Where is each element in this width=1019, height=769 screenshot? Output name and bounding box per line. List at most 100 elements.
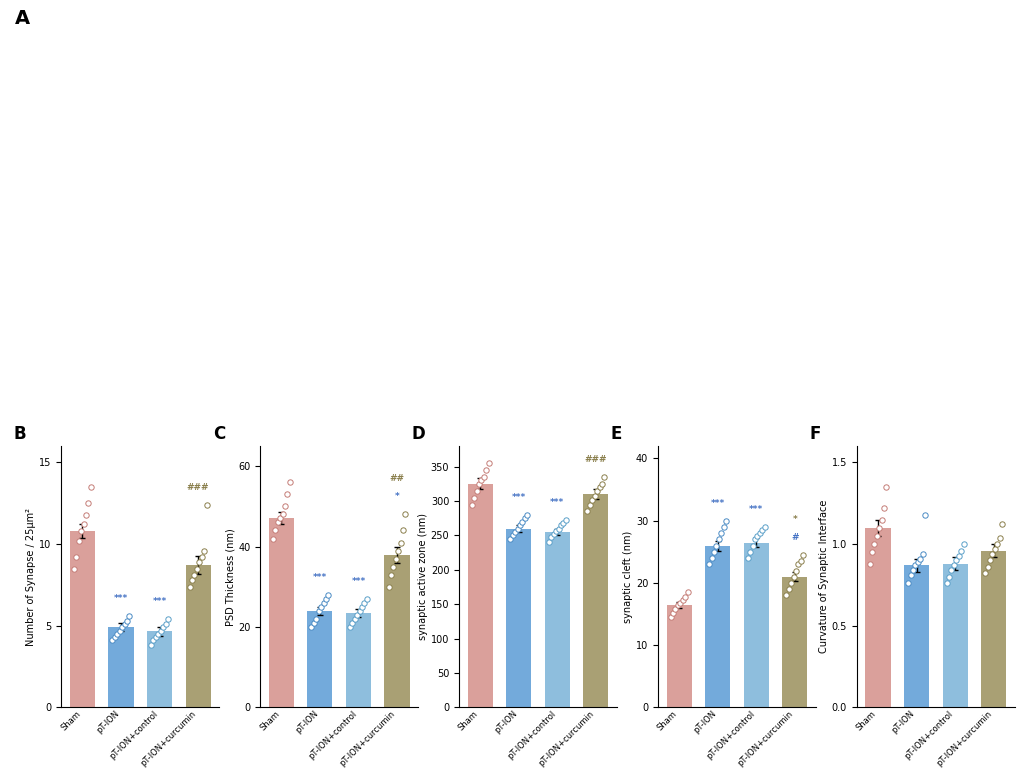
- Point: [547, 525, 564, 538]
- Y-axis label: Number of Synapse / 25μm²: Number of Synapse / 25μm²: [26, 508, 37, 646]
- Point: [877, 481, 894, 493]
- Point: [906, 559, 922, 571]
- Point: [981, 554, 998, 567]
- Point: [320, 589, 336, 601]
- Bar: [980, 551, 1005, 707]
- Text: ##: ##: [389, 474, 405, 483]
- Point: [717, 514, 734, 527]
- Point: [199, 498, 215, 511]
- Point: [145, 634, 161, 647]
- Point: [272, 512, 288, 524]
- Point: [359, 593, 375, 605]
- Point: [514, 515, 530, 528]
- Point: [542, 531, 558, 543]
- Point: [739, 552, 755, 564]
- Point: [705, 546, 721, 558]
- Text: *: *: [792, 514, 797, 524]
- Point: [394, 524, 411, 537]
- Point: [950, 549, 966, 561]
- Point: [480, 457, 496, 469]
- Text: ###: ###: [186, 483, 209, 492]
- Text: ***: ***: [549, 498, 564, 508]
- Bar: [468, 484, 492, 707]
- Point: [593, 478, 609, 490]
- Point: [150, 628, 166, 640]
- Point: [463, 498, 479, 511]
- Point: [581, 498, 597, 511]
- Point: [948, 554, 964, 567]
- Point: [186, 569, 203, 581]
- Point: [83, 481, 99, 493]
- Point: [65, 562, 82, 574]
- Point: [348, 609, 365, 621]
- Point: [777, 589, 794, 601]
- Point: [512, 519, 528, 531]
- Point: [904, 564, 920, 577]
- Point: [863, 546, 879, 558]
- Point: [916, 508, 932, 521]
- Bar: [903, 565, 928, 707]
- Point: [70, 534, 87, 547]
- Point: [552, 519, 569, 531]
- Point: [712, 527, 729, 539]
- Point: [976, 568, 993, 580]
- Text: #: #: [791, 533, 798, 542]
- Point: [160, 613, 176, 625]
- Point: [315, 597, 331, 609]
- Point: [148, 631, 164, 644]
- Point: [914, 548, 930, 560]
- Point: [517, 512, 533, 524]
- Point: [111, 624, 127, 637]
- Point: [746, 533, 762, 545]
- Point: [596, 471, 612, 483]
- Y-axis label: Curvature of Synaptic Interface: Curvature of Synaptic Interface: [818, 500, 828, 654]
- Point: [189, 562, 205, 574]
- Bar: [865, 528, 890, 707]
- Point: [952, 544, 968, 557]
- Point: [143, 639, 159, 651]
- Point: [306, 617, 322, 629]
- Text: F: F: [809, 425, 820, 443]
- Point: [990, 531, 1007, 544]
- Bar: [307, 611, 332, 707]
- Y-axis label: synaptic active zone (nm): synaptic active zone (nm): [418, 513, 427, 641]
- Point: [279, 488, 296, 501]
- Point: [153, 624, 169, 637]
- Text: ***: ***: [748, 505, 762, 514]
- Bar: [147, 631, 172, 707]
- Point: [902, 569, 918, 581]
- Point: [978, 561, 995, 573]
- Point: [703, 552, 719, 564]
- Point: [389, 544, 406, 557]
- Point: [749, 530, 765, 542]
- Point: [310, 604, 326, 617]
- Point: [870, 521, 887, 534]
- Point: [741, 546, 757, 558]
- Point: [354, 601, 370, 613]
- Point: [751, 527, 767, 539]
- Point: [473, 474, 489, 487]
- Point: [868, 530, 884, 542]
- Point: [104, 634, 120, 647]
- Point: [584, 494, 600, 506]
- Bar: [384, 554, 409, 707]
- Text: B: B: [13, 425, 26, 443]
- Point: [945, 559, 961, 571]
- Point: [679, 586, 695, 598]
- Point: [81, 497, 97, 509]
- Point: [121, 610, 138, 622]
- Text: ***: ***: [351, 577, 365, 586]
- Text: ***: ***: [152, 598, 166, 606]
- Point: [865, 538, 881, 551]
- Point: [183, 574, 200, 586]
- Point: [983, 548, 1000, 560]
- Bar: [505, 528, 531, 707]
- Point: [346, 613, 363, 625]
- Point: [994, 518, 1010, 531]
- Text: A: A: [15, 9, 31, 28]
- Point: [303, 621, 319, 633]
- Bar: [942, 564, 967, 707]
- Point: [780, 583, 796, 595]
- Point: [554, 517, 571, 529]
- Point: [943, 564, 959, 577]
